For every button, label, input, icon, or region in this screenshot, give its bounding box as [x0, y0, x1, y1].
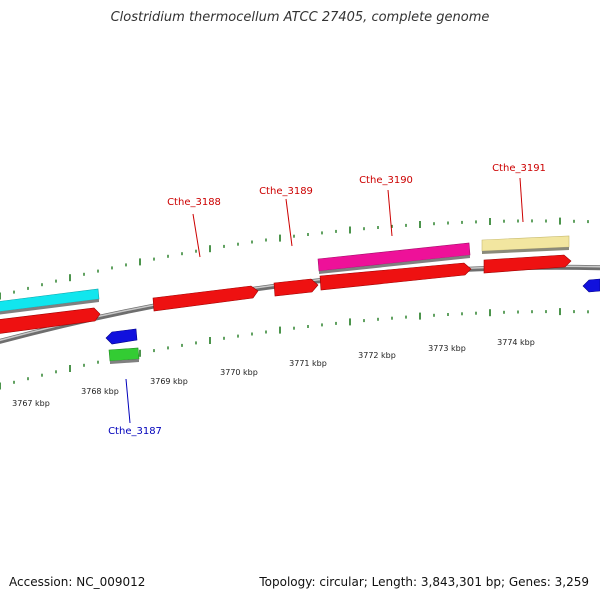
map-title: Clostridium thermocellum ATCC 27405, com…: [110, 10, 490, 25]
genome-backbone-highlight: [0, 265, 600, 342]
gene-arrow-cthe-3190[interactable]: [319, 262, 472, 291]
kbp-label: 3773 kbp: [428, 344, 466, 353]
kbp-label: 3771 kbp: [289, 359, 327, 368]
outer-tick-ring: [0, 217, 589, 300]
genome-backbone: [0, 264, 600, 344]
gene-arrow-cthe-3191[interactable]: [483, 254, 572, 274]
gene-arrow-cthe-3187[interactable]: [105, 328, 138, 345]
leader-line-cthe-3187: [125, 378, 131, 424]
gene-arrow-reverse-right[interactable]: [582, 278, 600, 293]
inner-tick-ring: [0, 308, 589, 390]
gene-label-cthe-3189[interactable]: Cthe_3189: [259, 186, 313, 197]
leader-line-cthe-3188: [192, 213, 201, 258]
gene-label-cthe-3190[interactable]: Cthe_3190: [359, 175, 413, 186]
kbp-label: 3769 kbp: [150, 377, 188, 386]
gene-arrow-cthe-3189[interactable]: [273, 278, 319, 297]
feature-magenta-shadow: [319, 255, 470, 274]
feature-green[interactable]: [108, 347, 140, 362]
kbp-label: 3774 kbp: [497, 338, 535, 347]
kbp-label: 3772 kbp: [358, 351, 396, 360]
leader-line-cthe-3189: [285, 198, 293, 247]
kbp-label: 3768 kbp: [81, 387, 119, 396]
gene-arrow-cthe-3188[interactable]: [152, 285, 259, 312]
gene-label-cthe-3188[interactable]: Cthe_3188: [167, 197, 221, 208]
leader-line-cthe-3191: [519, 177, 524, 223]
feature-tan-shadow: [482, 247, 569, 254]
gene-label-cthe-3187[interactable]: Cthe_3187: [108, 426, 162, 437]
feature-green-shadow: [110, 359, 139, 364]
gene-label-cthe-3191[interactable]: Cthe_3191: [492, 163, 546, 174]
genome-summary-text: Topology: circular; Length: 3,843,301 bp…: [259, 575, 589, 589]
kbp-label: 3767 kbp: [12, 399, 50, 408]
gene-arrow-cthe-3186[interactable]: [0, 307, 101, 334]
feature-cyan-shadow: [0, 299, 99, 315]
accession-text: Accession: NC_009012: [9, 575, 146, 589]
leader-line-cthe-3190: [387, 189, 393, 237]
kbp-label: 3770 kbp: [220, 368, 258, 377]
feature-cyan[interactable]: [0, 288, 100, 312]
